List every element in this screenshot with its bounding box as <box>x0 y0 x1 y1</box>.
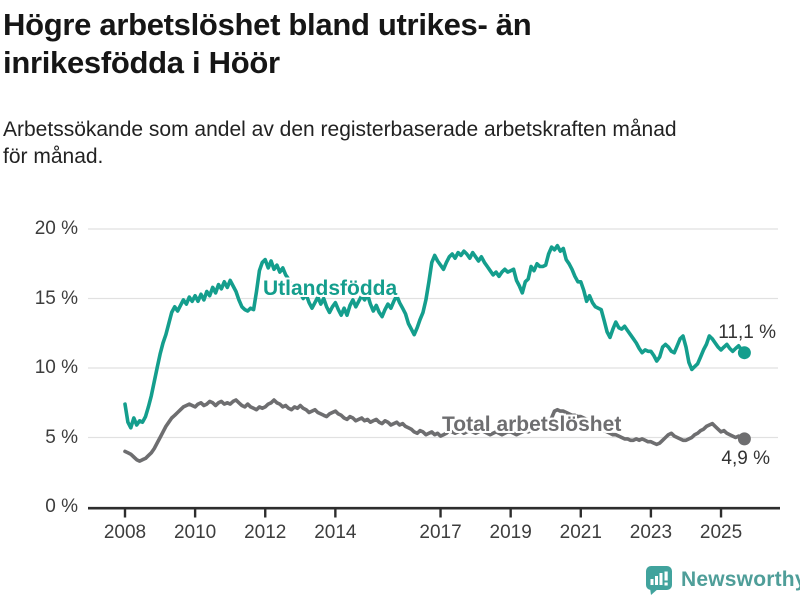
subtitle-line-1: Arbetssökande som andel av den registerb… <box>3 118 677 141</box>
newsworthy-wordmark: Newsworthy <box>681 568 800 591</box>
series-line-total <box>123 398 747 463</box>
subtitle-line-2: för månad. <box>3 145 104 168</box>
title-line-1: Högre arbetslöshet bland utrikes- än <box>3 7 532 42</box>
page-title: Högre arbetslöshet bland utrikes- än inr… <box>3 6 532 82</box>
series-line-utlandsfodda <box>123 243 747 430</box>
title-line-2: inrikesfödda i Höör <box>3 45 280 80</box>
bar-chart-speech-bubble-icon <box>646 566 672 595</box>
series-end-dot-utlandsfodda <box>737 346 751 360</box>
series-end-dot-total <box>737 432 751 446</box>
newsworthy-logo: Newsworthy <box>645 565 800 595</box>
chart-subtitle: Arbetssökande som andel av den registerb… <box>3 116 677 170</box>
